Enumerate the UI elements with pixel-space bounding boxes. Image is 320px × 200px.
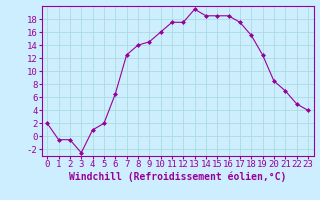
X-axis label: Windchill (Refroidissement éolien,°C): Windchill (Refroidissement éolien,°C) <box>69 172 286 182</box>
